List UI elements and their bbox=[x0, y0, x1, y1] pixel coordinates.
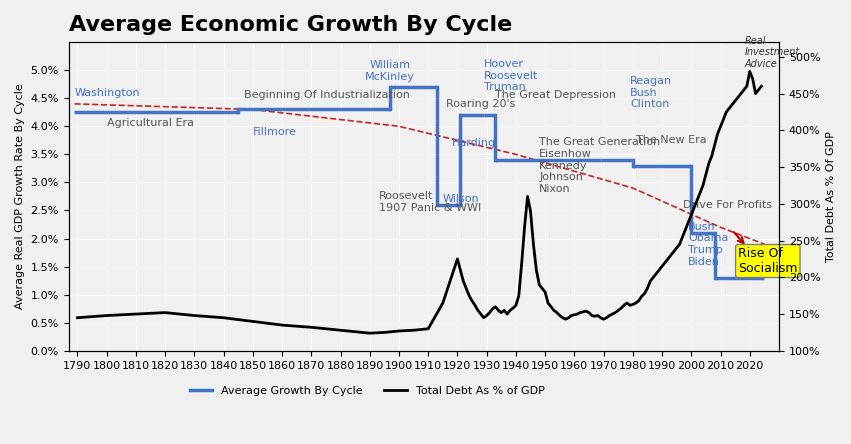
Text: Washington: Washington bbox=[75, 87, 140, 98]
Text: Reagan
Bush
Clinton: Reagan Bush Clinton bbox=[630, 76, 672, 109]
Text: The New Era: The New Era bbox=[636, 135, 706, 145]
Text: Wilson: Wilson bbox=[443, 194, 479, 204]
Text: Roaring 20's: Roaring 20's bbox=[446, 99, 515, 109]
Text: The Great Depression: The Great Depression bbox=[495, 91, 616, 100]
Text: Fillmore: Fillmore bbox=[253, 127, 297, 137]
Text: Harding: Harding bbox=[452, 138, 495, 148]
Text: William
McKinley: William McKinley bbox=[365, 60, 415, 82]
Text: Hoover
Roosevelt
Truman: Hoover Roosevelt Truman bbox=[483, 59, 538, 92]
Text: Rise Of
Socialism: Rise Of Socialism bbox=[738, 247, 797, 275]
Text: The Great Generation
Eisenhow
Kennedy
Johnson
Nixon: The Great Generation Eisenhow Kennedy Jo… bbox=[540, 137, 660, 194]
Text: Drive For Profits: Drive For Profits bbox=[683, 200, 772, 210]
Text: Beginning Of Industrialization: Beginning Of Industrialization bbox=[244, 91, 410, 100]
Y-axis label: Average Real GDP Growth Rate By Cycle: Average Real GDP Growth Rate By Cycle bbox=[15, 83, 25, 309]
Legend: Average Growth By Cycle, Total Debt As % of GDP: Average Growth By Cycle, Total Debt As %… bbox=[185, 382, 549, 401]
Text: Roosevelt
1907 Panic & WWI: Roosevelt 1907 Panic & WWI bbox=[379, 191, 481, 213]
Text: Bush
Obama
Trump
Biden: Bush Obama Trump Biden bbox=[688, 222, 728, 266]
Text: Average Economic Growth By Cycle: Average Economic Growth By Cycle bbox=[69, 15, 512, 35]
Text: Agricultural Era: Agricultural Era bbox=[106, 119, 194, 128]
Text: Real
Investment
Advice: Real Investment Advice bbox=[745, 36, 800, 69]
Y-axis label: Total Debt As % Of GDP: Total Debt As % Of GDP bbox=[826, 131, 836, 262]
